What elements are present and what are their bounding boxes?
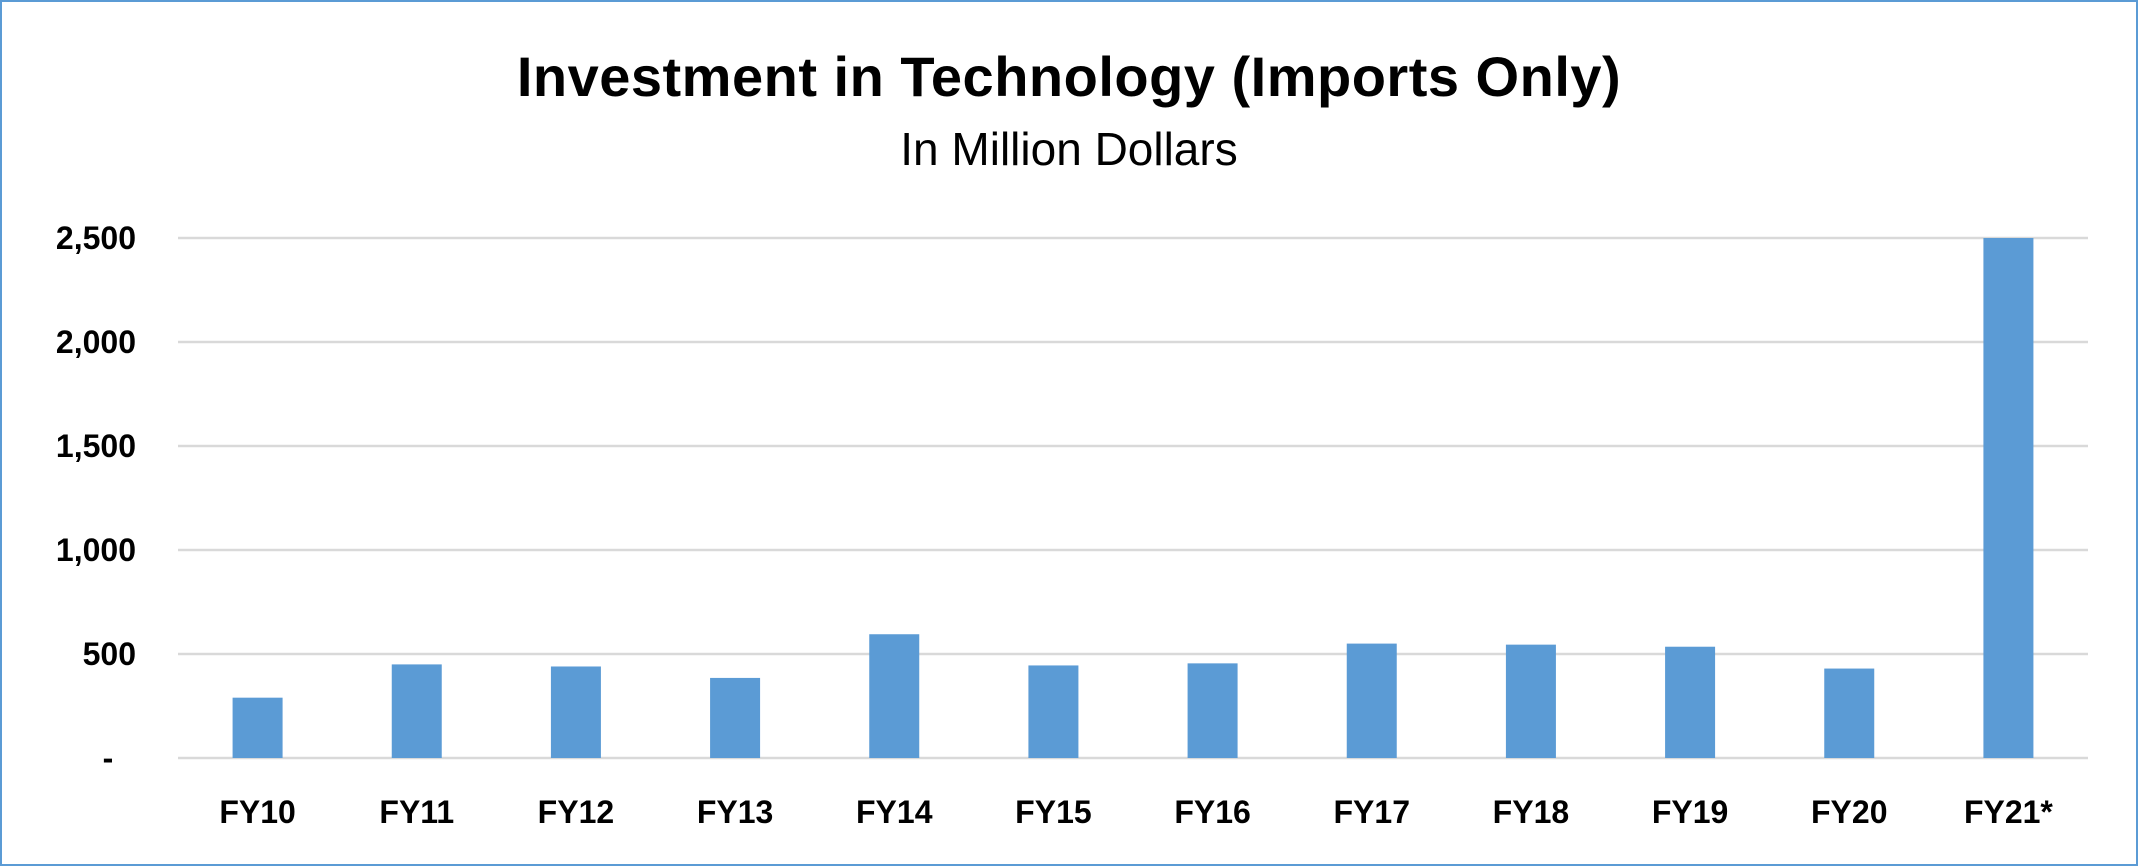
x-tick-label: FY18 (1493, 794, 1569, 830)
y-tick-label: 1,500 (56, 428, 136, 464)
x-tick-label: FY12 (538, 794, 614, 830)
x-tick-label: FY10 (219, 794, 295, 830)
bars (232, 238, 2034, 758)
x-axis-ticks: FY10 FY11 FY12 FY13 FY14 FY15 FY16 FY17 FY18 FY19… (219, 794, 2053, 830)
bar-fy19 (1665, 646, 1716, 758)
y-tick-label: - (103, 740, 114, 776)
bar-fy13 (710, 677, 761, 758)
y-tick-label: 1,000 (56, 532, 136, 568)
x-tick-label: FY11 (379, 794, 454, 830)
gridlines (178, 236, 2088, 760)
bar-fy11 (391, 664, 442, 758)
x-tick-label: FY21* (1964, 794, 2053, 830)
x-tick-label: FY15 (1015, 794, 1091, 830)
x-tick-label: FY20 (1811, 794, 1887, 830)
bar-fy14 (869, 634, 920, 758)
bar-fy18 (1505, 644, 1556, 758)
x-tick-label: FY16 (1174, 794, 1250, 830)
y-tick-label: 2,000 (56, 324, 136, 360)
bar-fy16 (1187, 663, 1238, 758)
bar-fy10 (232, 697, 283, 758)
x-tick-label: FY14 (856, 794, 933, 830)
y-axis-ticks: - 500 1,000 1,500 2,000 2,500 (56, 220, 136, 776)
bar-fy20 (1824, 668, 1875, 758)
y-tick-label: 500 (83, 636, 136, 672)
bar-fy17 (1346, 643, 1397, 758)
y-tick-label: 2,500 (56, 220, 136, 256)
bar-fy21 (1983, 238, 2034, 758)
x-tick-label: FY19 (1652, 794, 1728, 830)
chart-title: Investment in Technology (Imports Only) (516, 45, 1622, 108)
x-tick-label: FY13 (697, 794, 773, 830)
bar-fy15 (1028, 665, 1079, 758)
chart-subtitle: In Million Dollars (900, 123, 1238, 175)
x-tick-label: FY17 (1334, 794, 1410, 830)
bar-fy12 (550, 666, 601, 758)
